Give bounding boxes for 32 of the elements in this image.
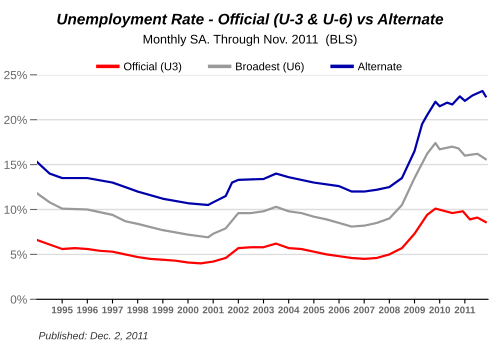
legend-label: Official (U3): [124, 62, 182, 73]
x-tick-label: 2003: [253, 306, 274, 314]
legend-label: Broadest (U6): [236, 62, 304, 73]
x-tick-label: 2011: [454, 306, 476, 314]
x-tick-label: 2007: [354, 306, 375, 314]
x-tick-label: 1999: [152, 306, 174, 314]
x-tick-label: 2002: [228, 306, 249, 314]
chart-title: Unemployment Rate - Official (U-3 & U-6) vs Alternate: [57, 13, 444, 28]
x-tick-label: 2000: [178, 306, 198, 314]
x-tick-label: 2008: [378, 306, 400, 314]
x-tick-label: 1995: [52, 306, 73, 314]
x-tick-label: 2005: [303, 306, 324, 314]
x-tick-label: 2010: [429, 306, 450, 314]
y-tick-label: 10%: [4, 206, 27, 214]
x-tick-label: 2004: [278, 306, 300, 314]
chart-subtitle: Monthly SA. Through Nov. 2011 (BLS): [144, 34, 357, 46]
y-tick-label: 20%: [4, 116, 27, 124]
line-series: [37, 142, 487, 238]
x-tick-label: 2009: [404, 306, 425, 314]
y-tick-label: 15%: [4, 160, 27, 169]
y-tick-label: 0%: [10, 295, 27, 304]
x-tick-label: 1997: [102, 306, 123, 314]
legend-label: Alternate: [358, 62, 402, 70]
line-series: [37, 90, 487, 206]
x-tick-label: 2006: [328, 306, 350, 314]
x-tick-label: 2001: [202, 306, 224, 314]
x-tick-label: 1998: [127, 306, 148, 314]
y-tick-label: 5%: [10, 250, 27, 259]
y-tick-label: 25%: [4, 70, 27, 80]
x-tick-label: 1996: [77, 306, 98, 314]
line-series: [37, 207, 487, 264]
text: Published: Dec. 2, 2011: [38, 332, 148, 341]
